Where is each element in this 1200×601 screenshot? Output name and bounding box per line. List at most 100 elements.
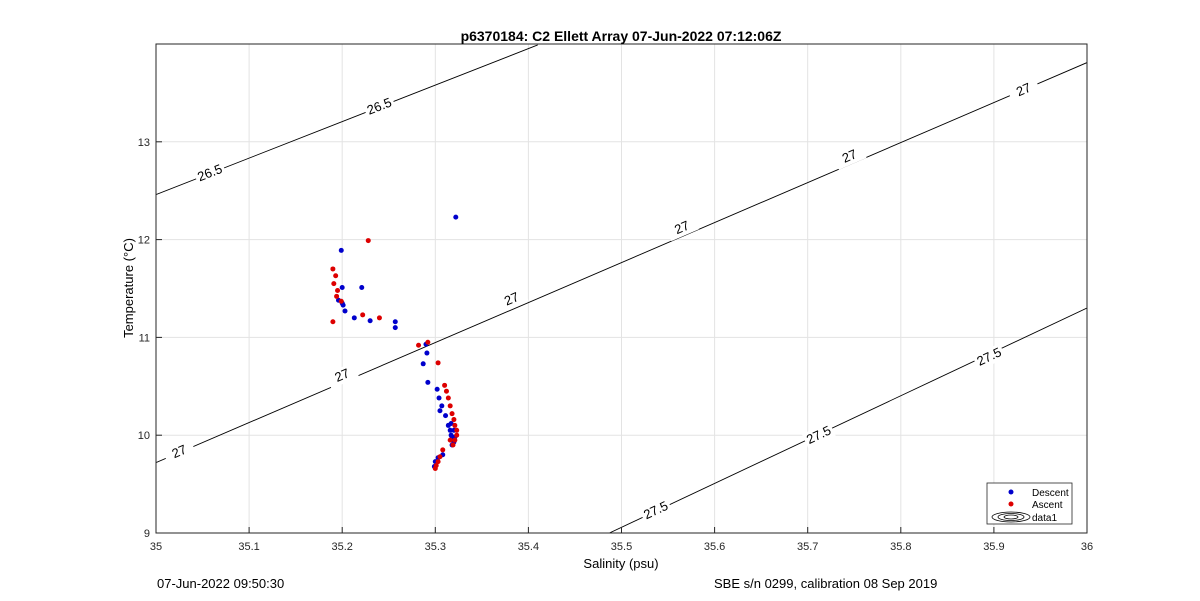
descent-point	[437, 408, 443, 414]
legend-label-descent: Descent	[1032, 488, 1069, 499]
y-tick-label: 9	[144, 528, 150, 540]
legend-marker-ascent	[1008, 501, 1014, 507]
ascent-point	[452, 437, 458, 443]
x-axis-label: Salinity (psu)	[583, 556, 658, 571]
contour-label: 27	[1014, 80, 1033, 99]
descent-point	[392, 325, 398, 331]
ascent-point	[437, 454, 443, 460]
series-ascent	[330, 238, 460, 471]
descent-point	[359, 285, 365, 291]
ascent-point	[440, 447, 446, 453]
contour-label-bg	[638, 496, 673, 525]
ascent-point	[432, 465, 438, 471]
x-tick-label: 35.1	[238, 541, 259, 553]
isopycnal-line	[609, 307, 1087, 533]
legend-contour-glyph	[1003, 514, 1019, 520]
descent-point	[443, 413, 449, 419]
ascent-point	[445, 395, 451, 401]
footer-timestamp: 07-Jun-2022 09:50:30	[157, 576, 285, 591]
x-tick-label: 35.9	[983, 541, 1004, 553]
y-axis-label: Temperature (°C)	[121, 238, 136, 338]
x-tick-label: 35	[150, 541, 162, 553]
descent-point	[447, 427, 453, 433]
descent-point	[420, 361, 426, 367]
descent-point	[453, 214, 459, 220]
legend-contour-glyph	[991, 511, 1031, 523]
ascent-point	[447, 403, 453, 409]
x-tick-label: 35.2	[331, 541, 352, 553]
y-tick-label: 12	[138, 235, 150, 247]
ascent-point	[416, 342, 422, 348]
contour-label-bg	[665, 214, 699, 242]
axis-ticks: 35 35.1 35.2 35.3 35.4 35.5 35.6 35.7 35.8 35.9 36…	[138, 137, 1093, 553]
contour-label-bg	[1006, 76, 1041, 104]
legend-contour-glyph	[997, 513, 1025, 521]
ascent-point	[330, 266, 336, 272]
descent-point	[367, 318, 373, 324]
ascent-point	[454, 427, 460, 433]
descent-point	[338, 247, 344, 253]
contour-label-bg	[972, 343, 1007, 371]
x-tick-label: 35.6	[704, 541, 725, 553]
ascent-point	[335, 287, 341, 293]
isopycnal-line	[156, 62, 1087, 463]
x-tick-label: 35.3	[425, 541, 446, 553]
ascent-point	[330, 319, 336, 325]
descent-point	[351, 315, 357, 321]
ascent-point	[376, 315, 382, 321]
descent-point	[436, 395, 442, 401]
data-points	[330, 214, 460, 471]
contour-label: 27	[169, 442, 188, 461]
contour-label-bg	[832, 143, 867, 170]
contour-label: 27	[840, 146, 859, 165]
legend-label-ascent: Ascent	[1032, 500, 1063, 511]
y-tick-label: 13	[138, 137, 150, 149]
descent-point	[434, 386, 440, 392]
ascent-point	[425, 339, 431, 345]
ascent-point	[334, 293, 340, 299]
contour-label: 27	[502, 289, 521, 308]
ascent-point	[454, 432, 460, 438]
descent-point	[448, 420, 454, 426]
contour-label: 27	[332, 365, 351, 384]
descent-point	[424, 350, 430, 356]
ascent-point	[450, 442, 456, 448]
x-tick-label: 36	[1081, 541, 1093, 553]
ascent-point	[365, 238, 371, 244]
footer-calibration: SBE s/n 0299, calibration 08 Sep 2019	[714, 576, 938, 591]
ascent-point	[451, 417, 457, 423]
y-tick-label: 10	[138, 430, 150, 442]
descent-point	[425, 379, 431, 385]
x-tick-label: 35.8	[890, 541, 911, 553]
descent-point	[339, 285, 345, 291]
ascent-point	[447, 437, 453, 443]
chart-title: p6370184: C2 Ellett Array 07-Jun-2022 07…	[461, 28, 782, 44]
ascent-point	[331, 281, 337, 287]
ascent-point	[443, 388, 449, 394]
ascent-point	[435, 459, 441, 465]
contour-label-bg	[325, 362, 360, 389]
contour-label-bg	[193, 160, 227, 187]
contour-label-bg	[801, 421, 836, 449]
contour-label-bg	[494, 285, 529, 313]
legend-label-data1: data1	[1032, 513, 1057, 524]
descent-point	[439, 403, 445, 409]
ascent-point	[449, 411, 455, 417]
ascent-point	[338, 298, 344, 304]
contour-label-bg	[162, 438, 197, 466]
x-tick-label: 35.4	[518, 541, 539, 553]
ascent-point	[360, 312, 366, 318]
x-tick-label: 35.5	[611, 541, 632, 553]
descent-point	[342, 308, 348, 314]
ascent-point	[442, 382, 448, 388]
x-tick-label: 35.7	[797, 541, 818, 553]
series-descent	[335, 214, 459, 469]
y-tick-label: 11	[139, 332, 150, 344]
legend-box	[986, 482, 1073, 525]
descent-point	[392, 319, 398, 325]
ascent-point	[435, 360, 441, 366]
descent-point	[340, 302, 346, 308]
